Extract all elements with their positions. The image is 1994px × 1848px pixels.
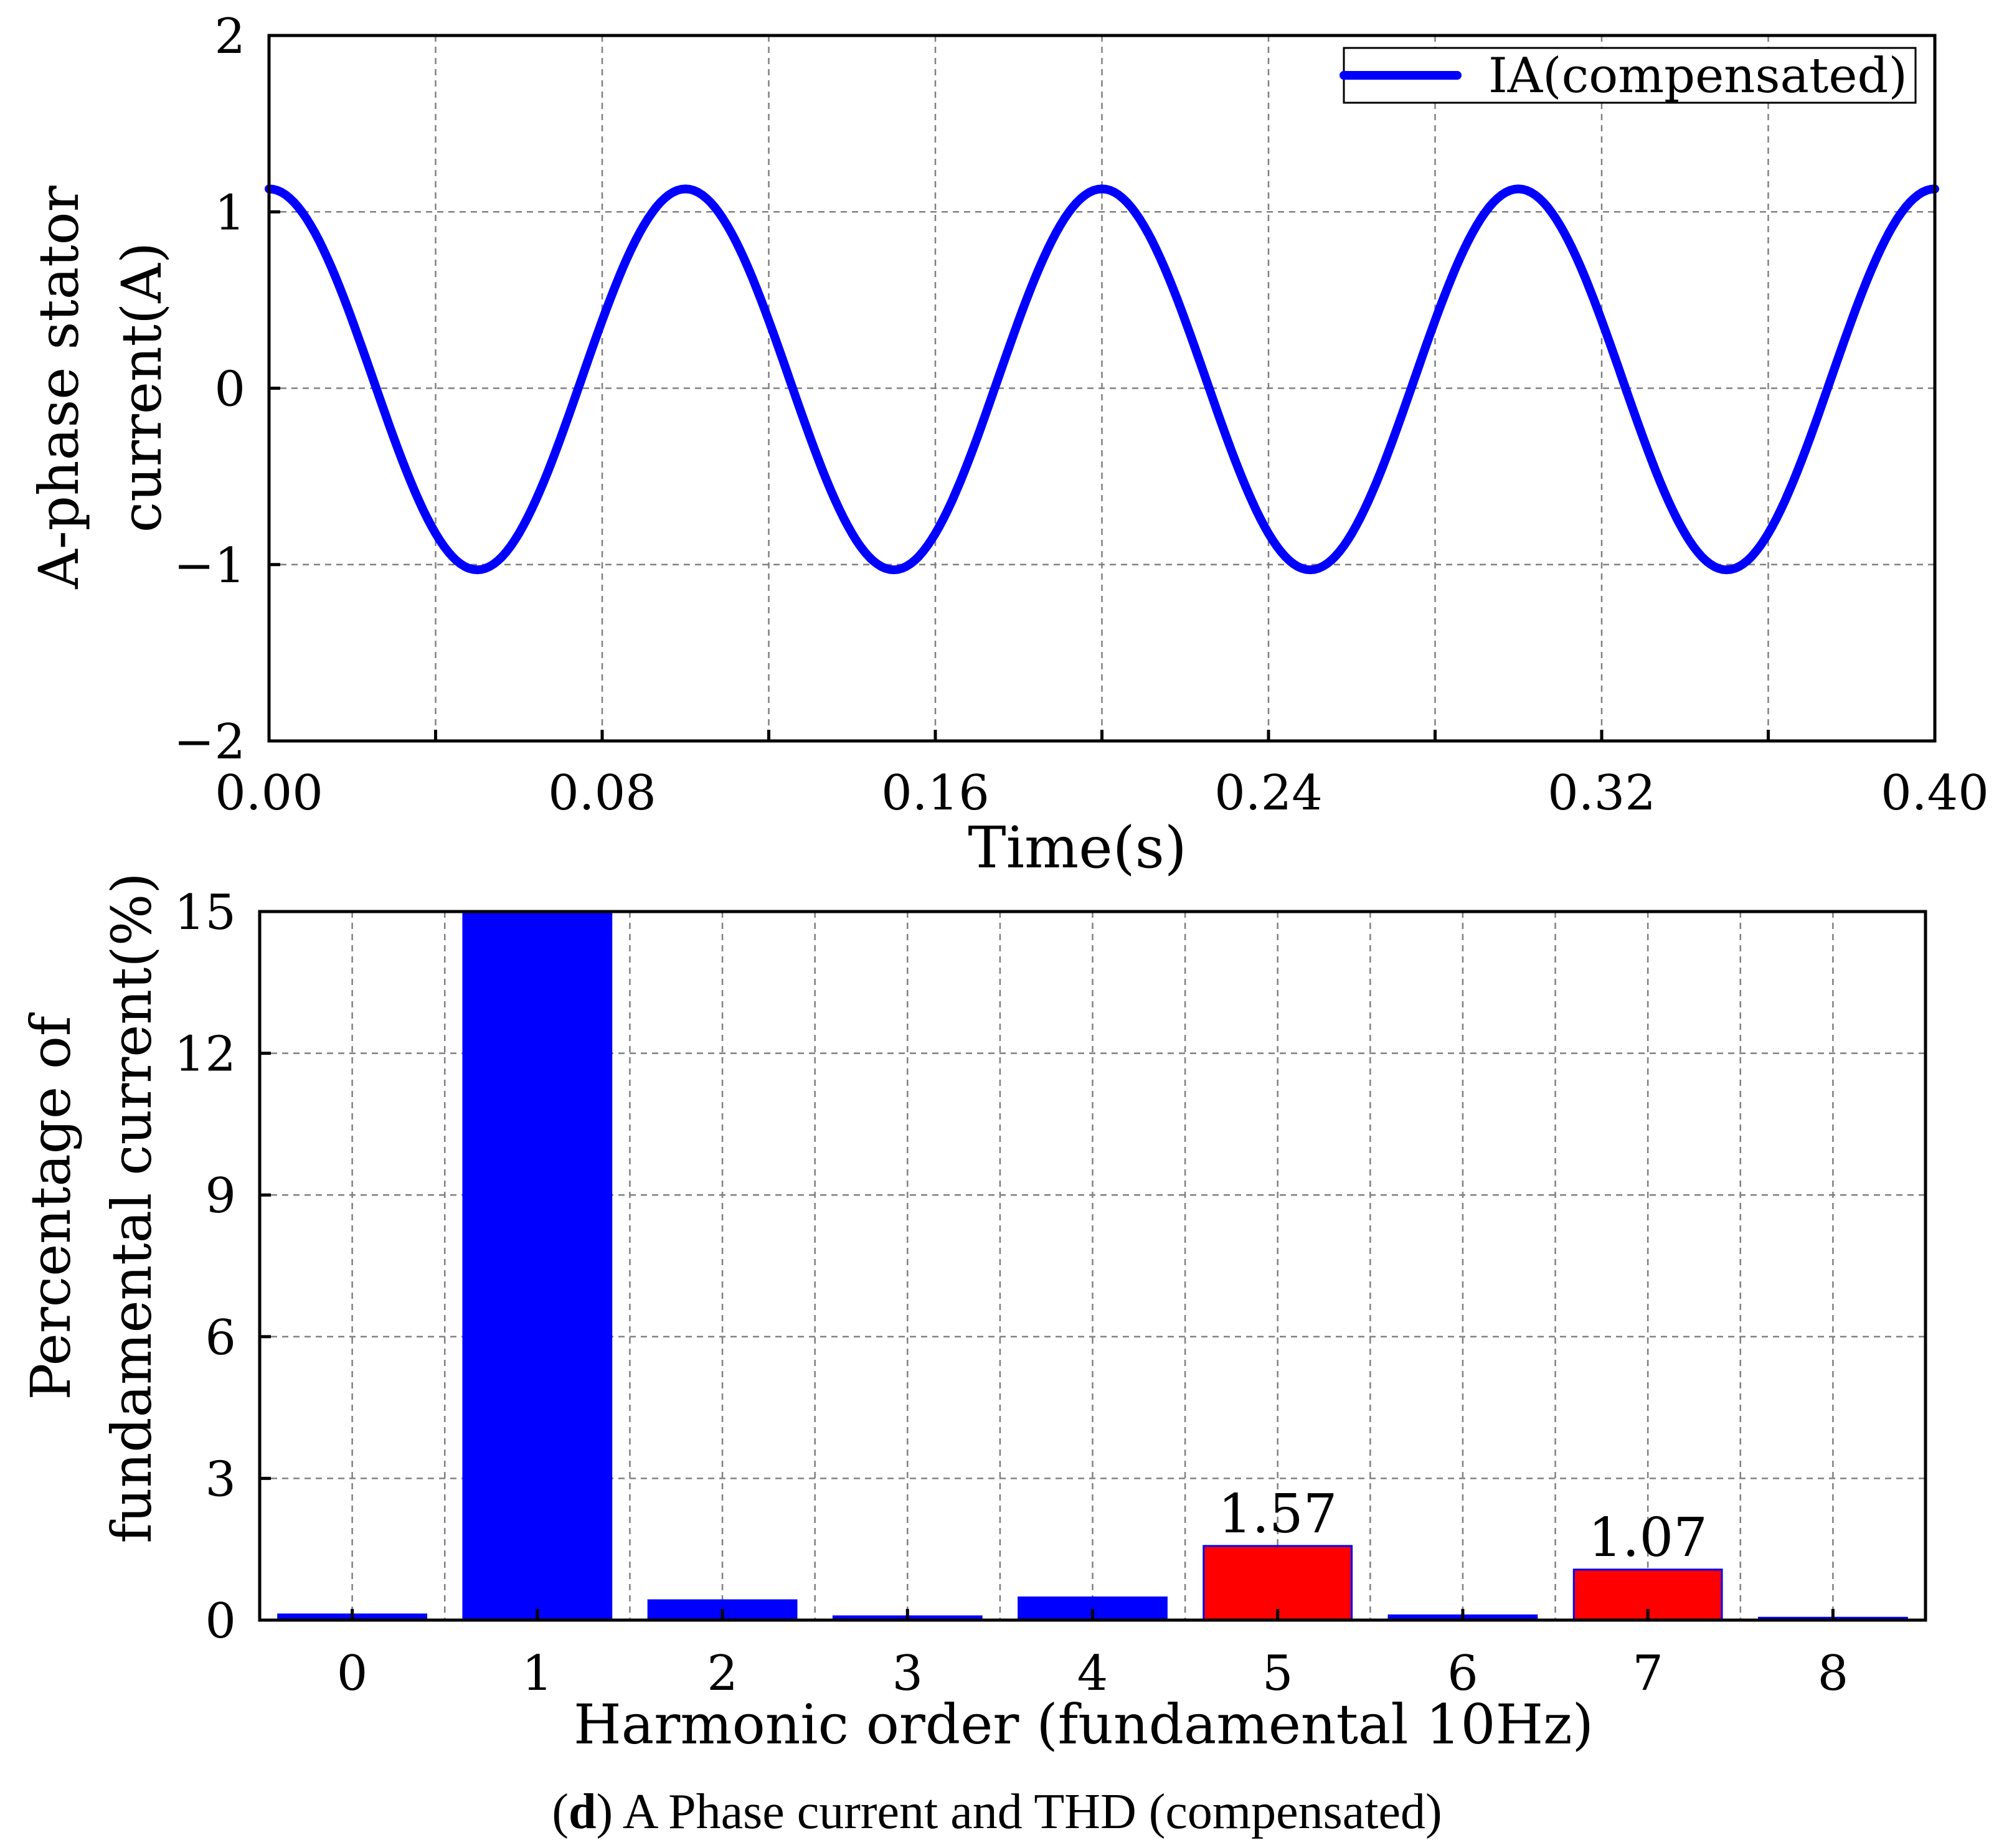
x-tick-label: 0.24 xyxy=(1214,765,1323,821)
x-tick-label: 0.16 xyxy=(881,765,990,821)
x-tick-label: 0.08 xyxy=(548,765,656,821)
data-label-harmonic-5: 1.57 xyxy=(1218,1483,1337,1545)
waveform-legend: IA(compensated) xyxy=(1340,47,1917,104)
x-tick-label: 4 xyxy=(1077,1646,1108,1702)
series-line-ia xyxy=(265,184,1939,575)
harmonic-x-axis-label: Harmonic order (fundamental 10Hz) xyxy=(574,1692,1594,1756)
harmonic-grid xyxy=(260,912,1925,1620)
y-tick-label: −1 xyxy=(174,538,245,594)
x-tick-label: 0.32 xyxy=(1547,765,1656,821)
y-tick-label: 1 xyxy=(214,185,245,241)
y-tick-label: 2 xyxy=(214,9,245,65)
harmonic-plot-frame xyxy=(258,910,1927,1622)
harmonic-y-axis-label-line2: fundamental current(%) xyxy=(100,872,164,1543)
figure-caption: (d) A Phase current and THD (compensated… xyxy=(552,1784,1442,1839)
x-tick-label: 5 xyxy=(1262,1646,1293,1702)
x-tick-label: 0.40 xyxy=(1881,765,1989,821)
y-tick-label: 9 xyxy=(205,1168,236,1224)
x-tick-label: 3 xyxy=(892,1646,923,1702)
y-tick-label: −2 xyxy=(174,714,245,770)
harmonic-y-axis-label-line1: Percentage of xyxy=(19,1012,83,1400)
harmonic-data-labels: 1.57 1.07 xyxy=(1218,1483,1708,1569)
x-tick-label: 1 xyxy=(522,1646,553,1702)
y-tick-label: 15 xyxy=(174,885,236,941)
harmonic-bars xyxy=(277,910,1908,1621)
y-tick-label: 0 xyxy=(205,1593,236,1649)
waveform-x-axis-label: Time(s) xyxy=(968,814,1186,881)
waveform-plot-frame xyxy=(267,34,1937,743)
caption-text: ) A Phase current and THD (compensated) xyxy=(597,1784,1442,1839)
x-tick-label: 8 xyxy=(1818,1646,1849,1702)
y-tick-label: 12 xyxy=(174,1027,236,1083)
x-tick-label: 6 xyxy=(1447,1646,1478,1702)
waveform-series xyxy=(265,184,1939,575)
bar-harmonic-1 xyxy=(462,910,613,1621)
caption-label: d xyxy=(569,1784,597,1839)
y-tick-label: 6 xyxy=(205,1310,236,1366)
caption-open-paren: ( xyxy=(552,1784,569,1839)
current-waveform-chart: 0.00 0.08 0.16 0.24 0.32 0.40 −2 −1 0 1 2 IA(compe… xyxy=(27,9,1989,881)
waveform-tick-labels: 0.00 0.08 0.16 0.24 0.32 0.40 −2 −1 0 1 2 xyxy=(174,9,1989,821)
waveform-y-axis-label-line1: A-phase stator xyxy=(27,185,91,589)
data-label-harmonic-7: 1.07 xyxy=(1588,1507,1707,1569)
y-tick-label: 3 xyxy=(205,1451,236,1507)
waveform-y-axis-label-line2: current(A) xyxy=(110,242,174,532)
x-tick-label: 7 xyxy=(1632,1646,1663,1702)
x-tick-label: 2 xyxy=(707,1646,738,1702)
waveform-grid xyxy=(269,35,1935,741)
x-tick-label: 0 xyxy=(337,1646,368,1702)
y-tick-label: 0 xyxy=(214,362,245,418)
x-tick-label: 0.00 xyxy=(215,765,323,821)
legend-label-ia: IA(compensated) xyxy=(1488,48,1907,104)
